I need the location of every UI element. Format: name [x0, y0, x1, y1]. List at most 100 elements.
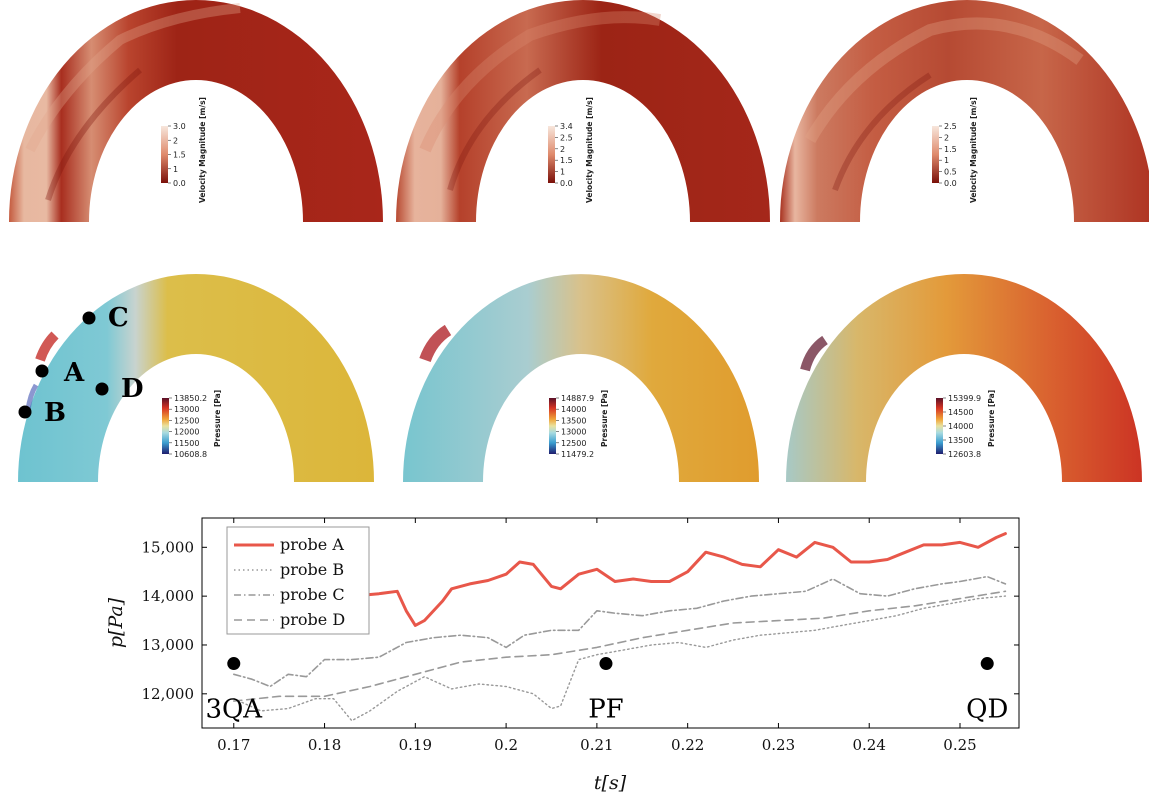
pressure-colorbar-tick-label: 13850.2 [174, 394, 207, 403]
legend-label-probe-c: probe C [280, 585, 345, 604]
chart-lines [233, 532, 1007, 722]
pressure-colorbar-3 [936, 398, 943, 454]
velocity-colorbar-tick-label: 0.0 [560, 179, 573, 188]
velocity-colorbar-tick-label: 2.5 [560, 133, 573, 142]
pressure-colorbar-tick-label: 10608.8 [174, 450, 207, 459]
event-marker-qd [980, 657, 994, 671]
probe-B: B [18, 398, 66, 428]
probe-D: D [95, 374, 144, 404]
pressure-colorbar-tick-label: 13000 [561, 428, 586, 437]
pressure-annulus-1 [18, 274, 374, 482]
legend-entry-probe-a: probe A [234, 535, 344, 554]
series-line-probe-B [233, 595, 1007, 722]
pressure-colorbar-title-1: Pressure [Pa] [213, 390, 222, 447]
pressure-colorbar-tick-label: 12500 [561, 439, 586, 448]
pressure-annulus-2 [403, 274, 759, 482]
velocity-colorbar-ticks-2: 3.4 2.5 2 1.5 1 0.0 [555, 122, 573, 188]
pressure-colorbar-tick-label: 15399.9 [948, 394, 981, 403]
velocity-panel-3: 2.5 2 1.5 1 0.5 0.0 Velocity Magnitude [m/s] [780, 0, 1149, 222]
pressure-panel-2: 14887.9 14000 13500 13000 12500 11479.2 Press… [403, 274, 759, 482]
pressure-colorbar-tick-label: 12500 [174, 416, 199, 425]
probe-D-label: D [121, 374, 144, 404]
velocity-panel-1: 3.0 2 1.5 1 0.0 Velocity Magnitude [m/s] [9, 0, 383, 222]
velocity-colorbar-tick-label: 1 [173, 165, 178, 174]
velocity-colorbar-title-2: Velocity Magnitude [m/s] [585, 97, 594, 203]
legend: probe A probe B probe C probe D [226, 526, 370, 635]
probe-D-marker [95, 382, 109, 396]
legend-entry-probe-d: probe D [234, 610, 345, 629]
legend-label-probe-d: probe D [280, 610, 345, 629]
velocity-annulus-1 [9, 0, 383, 222]
velocity-panel-2: 3.4 2.5 2 1.5 1 0.0 Velocity Magnitude [m/s] [396, 0, 770, 222]
probe-B-marker [18, 405, 32, 419]
velocity-annulus-2 [396, 0, 770, 222]
series-line-probe-D [233, 590, 1007, 702]
velocity-colorbar-tick-label: 0.0 [944, 179, 957, 188]
pressure-colorbar-ticks-2: 14887.9 14000 13500 13000 12500 11479.2 [556, 394, 594, 459]
velocity-colorbar-tick-label: 1.5 [173, 151, 186, 160]
pressure-colorbar-tick-label: 14500 [948, 408, 973, 417]
pressure-colorbar-title-3: Pressure [Pa] [987, 390, 996, 447]
probe-A-label: A [63, 358, 85, 388]
velocity-colorbar-ticks-3: 2.5 2 1.5 1 0.5 0.0 [939, 122, 957, 188]
probe-A: A [35, 358, 85, 388]
x-tick-label: 0.21 [580, 736, 613, 754]
pressure-colorbar-tick-label: 13000 [174, 405, 199, 414]
pressure-colorbar-tick-label: 11479.2 [561, 450, 594, 459]
x-axis-label: t[s] [594, 772, 627, 794]
velocity-colorbar-tick-label: 0.5 [944, 168, 957, 177]
velocity-colorbar-1 [161, 126, 168, 183]
event-label-qd: QD [966, 695, 1008, 725]
pressure-panel-1: 13850.2 13000 12500 12000 11500 10608.8 Press… [18, 274, 374, 482]
y-tick-label: 14,000 [142, 587, 195, 605]
velocity-colorbar-tick-label: 2 [560, 145, 565, 154]
velocity-colorbar-2 [548, 126, 555, 183]
pressure-colorbar-tick-label: 12603.8 [948, 450, 981, 459]
event-marker-pf [599, 657, 613, 671]
chart-axes: 0.17 0.18 0.19 0.2 0.21 0.22 0.23 0.24 0.25 12,00… [142, 518, 1019, 754]
legend-label-probe-a: probe A [280, 535, 344, 554]
pressure-chart: 0.17 0.18 0.19 0.2 0.21 0.22 0.23 0.24 0.25 12,00… [105, 517, 1020, 794]
event-label-pf: PF [588, 695, 624, 725]
pressure-colorbar-tick-label: 11500 [174, 439, 199, 448]
pressure-annulus-3 [786, 274, 1142, 482]
probe-A-marker [35, 364, 49, 378]
velocity-colorbar-tick-label: 0.0 [173, 179, 186, 188]
velocity-colorbar-tick-label: 2 [173, 136, 178, 145]
pressure-colorbar-2 [549, 398, 556, 454]
pressure-colorbar-tick-label: 14000 [948, 422, 973, 431]
y-axis-label: p[Pa] [105, 597, 127, 648]
velocity-colorbar-tick-label: 2 [944, 133, 949, 142]
pressure-colorbar-1 [162, 398, 169, 454]
velocity-colorbar-tick-label: 1.5 [560, 156, 573, 165]
probe-C: C [82, 303, 129, 333]
y-tick-label: 13,000 [142, 636, 195, 654]
pressure-colorbar-tick-label: 12000 [174, 428, 199, 437]
y-tick-label: 15,000 [142, 538, 195, 556]
x-tick-label: 0.18 [308, 736, 341, 754]
x-tick-label: 0.25 [943, 736, 976, 754]
x-tick-label: 0.23 [762, 736, 795, 754]
legend-entry-probe-b: probe B [234, 560, 344, 579]
event-marker-3qa [227, 657, 241, 671]
pressure-colorbar-ticks-1: 13850.2 13000 12500 12000 11500 10608.8 [169, 394, 207, 459]
probe-C-label: C [108, 303, 129, 333]
pressure-panel-3: 15399.9 14500 14000 13500 12603.8 Pressure [… [786, 274, 1142, 482]
x-tick-label: 0.19 [399, 736, 432, 754]
pressure-colorbar-title-2: Pressure [Pa] [600, 390, 609, 447]
pressure-colorbar-tick-label: 14887.9 [561, 394, 594, 403]
velocity-colorbar-title-3: Velocity Magnitude [m/s] [969, 97, 978, 203]
probe-C-marker [82, 311, 96, 325]
velocity-colorbar-tick-label: 1.5 [944, 145, 957, 154]
x-tick-label: 0.17 [217, 736, 250, 754]
x-tick-label: 0.2 [494, 736, 518, 754]
y-tick-label: 12,000 [142, 685, 195, 703]
velocity-colorbar-tick-label: 1 [560, 168, 565, 177]
velocity-colorbar-3 [932, 126, 939, 183]
velocity-colorbar-tick-label: 2.5 [944, 122, 957, 131]
velocity-colorbar-ticks-1: 3.0 2 1.5 1 0.0 [168, 122, 186, 188]
velocity-colorbar-tick-label: 3.0 [173, 122, 186, 131]
pressure-colorbar-tick-label: 14000 [561, 405, 586, 414]
pressure-colorbar-ticks-3: 15399.9 14500 14000 13500 12603.8 [943, 394, 981, 459]
